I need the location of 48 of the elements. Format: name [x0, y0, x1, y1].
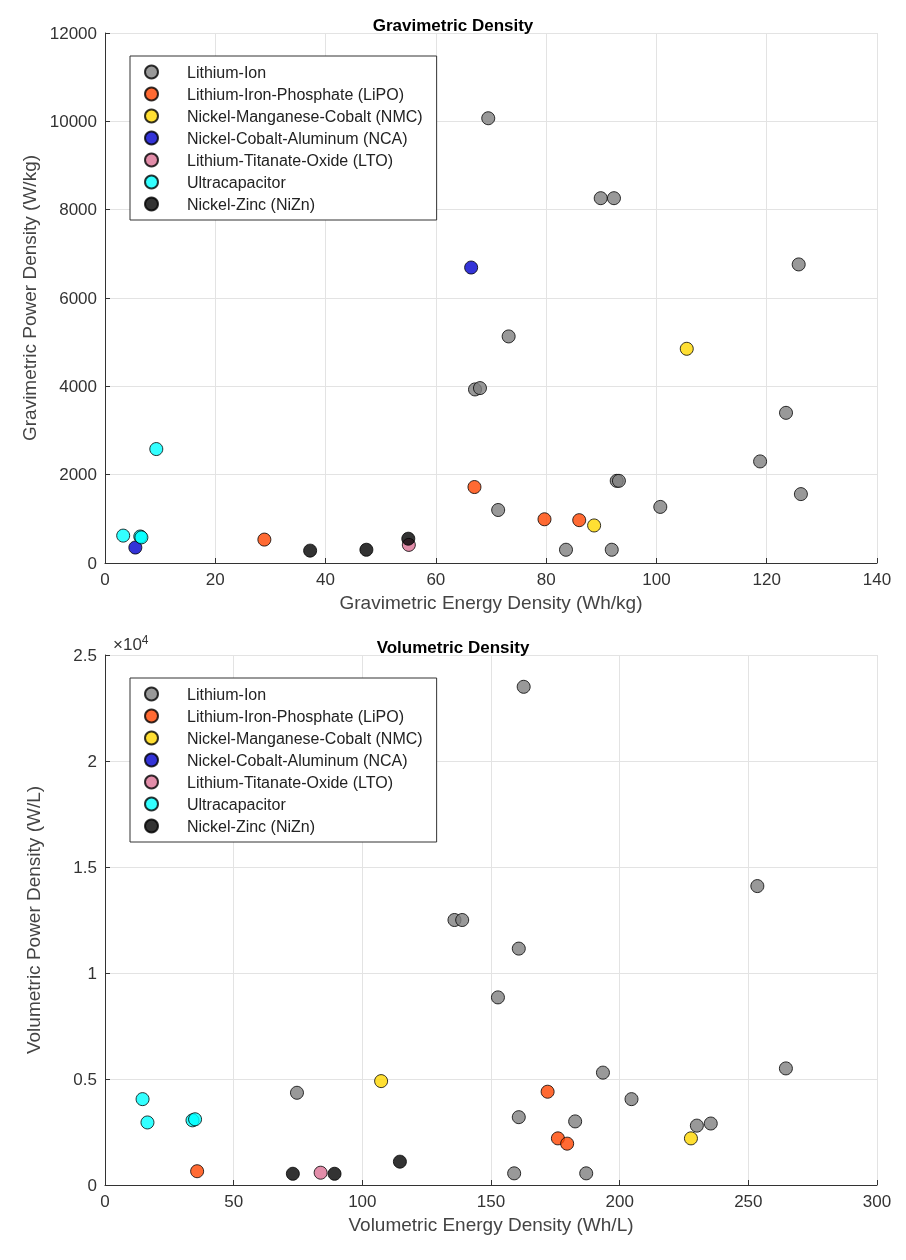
y-tick-label: 4000 — [59, 376, 97, 396]
y-tick-label: 12000 — [49, 23, 97, 43]
y-tick-label: 0.5 — [73, 1069, 97, 1089]
x-tick-label: 20 — [205, 570, 225, 589]
chart-title: Gravimetric Density — [372, 16, 534, 35]
y-tick-label: 1.5 — [73, 857, 97, 877]
legend-label: Lithium-Titanate-Oxide (LTO) — [187, 773, 393, 791]
x-axis-title: Gravimetric Energy Density (Wh/kg) — [339, 591, 643, 613]
legend-label: Lithium-Ion — [187, 63, 267, 81]
x-tick-label: 0 — [100, 1192, 110, 1211]
x-tick-label: 200 — [605, 1192, 634, 1211]
legend-label: Lithium-Iron-Phosphate (LiPO) — [187, 85, 404, 103]
y-tick-label: 2000 — [59, 465, 97, 485]
y-tick-label: 2.5 — [73, 645, 97, 665]
x-axis-title: Volumetric Energy Density (Wh/L) — [348, 1213, 634, 1235]
legend-label: Nickel-Manganese-Cobalt (NMC) — [187, 107, 423, 125]
legend-label: Lithium-Ion — [187, 685, 267, 703]
y-tick-label: 6000 — [59, 288, 97, 308]
y-tick-label: 0 — [87, 1175, 97, 1195]
x-tick-label: 140 — [862, 570, 892, 589]
chart-title: Volumetric Density — [376, 638, 530, 657]
y-tick-label: 1 — [87, 963, 97, 983]
y-tick-label: 2 — [87, 751, 97, 771]
y-tick-label: 0 — [87, 553, 97, 573]
legend-label: Lithium-Iron-Phosphate (LiPO) — [187, 707, 404, 725]
x-tick-label: 100 — [348, 1192, 377, 1211]
x-tick-label: 100 — [642, 570, 671, 589]
y-tick-label: 8000 — [59, 200, 97, 220]
legend-label: Nickel-Cobalt-Aluminum (NCA) — [187, 751, 408, 769]
x-tick-label: 40 — [316, 570, 336, 589]
x-tick-label: 150 — [476, 1192, 506, 1211]
x-tick-label: 0 — [100, 570, 110, 589]
legend-label: Nickel-Manganese-Cobalt (NMC) — [187, 729, 423, 747]
legend-label: Ultracapacitor — [187, 173, 287, 191]
legend-label: Nickel-Cobalt-Aluminum (NCA) — [187, 129, 408, 147]
y-axis-title: Gravimetric Power Density (W/kg) — [18, 154, 40, 442]
y-tick-label: 10000 — [49, 111, 97, 131]
legend-label: Lithium-Titanate-Oxide (LTO) — [187, 151, 393, 169]
x-tick-label: 120 — [752, 570, 781, 589]
y-axis-title: Volumetric Power Density (W/L) — [23, 785, 44, 1055]
x-tick-label: 80 — [536, 570, 556, 589]
x-tick-label: 50 — [224, 1192, 244, 1211]
legend-label: Nickel-Zinc (NiZn) — [187, 195, 315, 213]
x-tick-label: 300 — [862, 1192, 892, 1211]
x-tick-label: 250 — [734, 1192, 763, 1211]
legend-label: Nickel-Zinc (NiZn) — [187, 817, 315, 835]
legend-label: Ultracapacitor — [187, 795, 287, 813]
x-tick-label: 60 — [426, 570, 446, 589]
